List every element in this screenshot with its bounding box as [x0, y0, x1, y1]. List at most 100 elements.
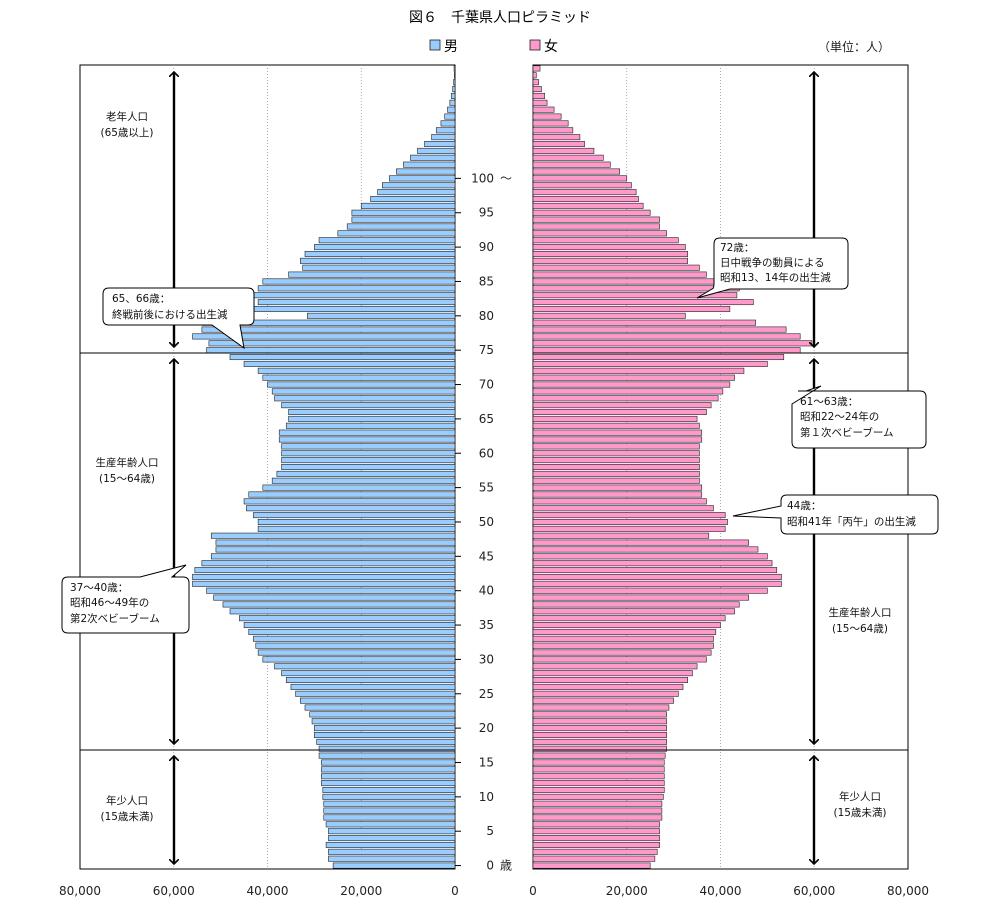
- x-tick-male-0: 80,000: [59, 884, 101, 898]
- female-bar-age-84: [532, 285, 740, 292]
- male-bar-age-9: [323, 800, 456, 807]
- callout-37-40-box: [61, 564, 190, 634]
- young-label-left: 年少人口: [106, 794, 148, 807]
- female-bar-age-88: [532, 257, 688, 264]
- female-bar-age-80: [532, 312, 686, 319]
- legend: 男 女: [429, 38, 558, 55]
- callout-44-line2: 昭和41年「丙午」の出生減: [787, 515, 916, 528]
- male-bar-age-36: [239, 615, 456, 622]
- age-label-75: 75: [479, 343, 494, 357]
- age-label-15: 15: [479, 755, 494, 769]
- age-label-70: 70: [479, 378, 494, 392]
- male-bar-age-84: [257, 285, 456, 292]
- female-bar-age-56: [532, 477, 700, 484]
- male-bar-age-18: [316, 738, 456, 745]
- male-bar-age-20: [314, 725, 456, 732]
- age-label-5: 5: [486, 824, 494, 838]
- legend-female-label: 女: [544, 38, 558, 55]
- female-bar-age-21: [532, 718, 667, 725]
- female-bar-age-39: [532, 594, 749, 601]
- female-bar-age-74: [532, 354, 785, 361]
- male-bar-age-77: [192, 333, 456, 340]
- male-bar-age-112: [450, 92, 456, 99]
- female-bar-age-17: [532, 745, 667, 752]
- male-bar-age-29: [274, 663, 456, 670]
- male-bar-age-104: [417, 147, 456, 154]
- female-bar-age-68: [532, 395, 719, 402]
- male-bars: [192, 65, 456, 869]
- male-bar-age-102: [403, 161, 456, 168]
- male-bar-age-45: [210, 553, 456, 560]
- female-bar-age-59: [532, 457, 700, 464]
- female-bar-age-42: [532, 573, 782, 580]
- male-bar-age-89: [304, 250, 456, 257]
- female-bar-age-16: [532, 752, 666, 759]
- male-bar-age-97: [370, 196, 456, 202]
- age-label-95: 95: [479, 206, 494, 220]
- unit-label: （単位：人）: [818, 39, 890, 54]
- female-bar-age-114: [532, 79, 539, 86]
- male-bar-age-58: [281, 464, 456, 470]
- female-bar-age-3: [532, 841, 660, 848]
- male-bar-age-114: [453, 79, 456, 86]
- male-bar-age-64: [285, 422, 456, 429]
- callout-61-63: 61〜63歳： 昭和22〜24年の 第１次ベビーブーム: [791, 385, 927, 449]
- female-bar-age-1: [532, 855, 656, 862]
- callout-37-40-line1: 37〜40歳：: [70, 582, 128, 594]
- female-bar-age-8: [532, 807, 663, 814]
- x-tick-male-2: 40,000: [247, 884, 289, 898]
- young-range-right: (15歳未満): [833, 807, 886, 819]
- female-bar-age-115: [532, 72, 537, 79]
- callout-44-line1: 44歳：: [787, 500, 821, 512]
- female-bar-age-52: [532, 505, 714, 512]
- female-bar-age-79: [532, 319, 756, 326]
- female-bar-age-40: [532, 587, 768, 594]
- female-bar-age-45: [532, 553, 768, 560]
- male-bar-age-100: [389, 175, 456, 182]
- female-bar-age-76: [532, 340, 813, 347]
- female-bar-age-49: [532, 525, 726, 532]
- female-bar-age-44: [532, 560, 773, 567]
- callout-72-line1: 72歳：: [720, 242, 754, 254]
- age-label-60: 60: [479, 446, 494, 460]
- age-label-20: 20: [479, 721, 494, 735]
- female-bar-age-35: [532, 622, 721, 629]
- male-bar-age-105: [424, 141, 456, 148]
- legend-male-label: 男: [444, 39, 458, 55]
- male-bar-age-110: [447, 106, 456, 113]
- female-bar-age-47: [532, 539, 749, 546]
- male-bar-age-56: [271, 477, 456, 484]
- female-bar-age-71: [532, 374, 735, 381]
- male-bar-age-106: [431, 134, 456, 141]
- male-bar-age-55: [262, 484, 456, 491]
- male-bar-age-86: [288, 271, 456, 278]
- male-bar-age-116: [453, 65, 456, 72]
- female-bar-age-27: [532, 677, 688, 684]
- male-bar-age-52: [246, 505, 456, 512]
- male-bar-age-70: [267, 381, 456, 388]
- male-bar-age-108: [440, 120, 456, 127]
- female-bar-age-116: [532, 65, 541, 72]
- male-bar-age-59: [281, 457, 456, 464]
- age-label-55: 55: [479, 481, 494, 495]
- female-bar-age-97: [532, 196, 639, 202]
- male-bar-age-94: [351, 216, 456, 223]
- male-bar-age-61: [281, 443, 456, 450]
- female-bar-age-65: [532, 415, 698, 422]
- female-bar-age-89: [532, 250, 688, 257]
- female-bar-age-15: [532, 759, 665, 766]
- male-bar-age-95: [351, 209, 456, 216]
- male-bar-age-28: [281, 670, 456, 677]
- male-bar-age-54: [248, 491, 456, 498]
- male-bar-age-57: [276, 470, 456, 477]
- female-bars: [532, 65, 813, 869]
- age-axis: 0 歳 5 10 15 20 25 30 35 40 45 50 55 60 65 70 75 80 85 90 95 1…: [455, 171, 512, 873]
- female-bar-age-10: [532, 793, 664, 800]
- young-range-left: (15歳未満): [100, 811, 153, 823]
- female-bar-age-18: [532, 738, 667, 745]
- female-bar-age-87: [532, 264, 700, 271]
- male-bar-age-53: [243, 498, 456, 505]
- female-bar-age-111: [532, 99, 548, 106]
